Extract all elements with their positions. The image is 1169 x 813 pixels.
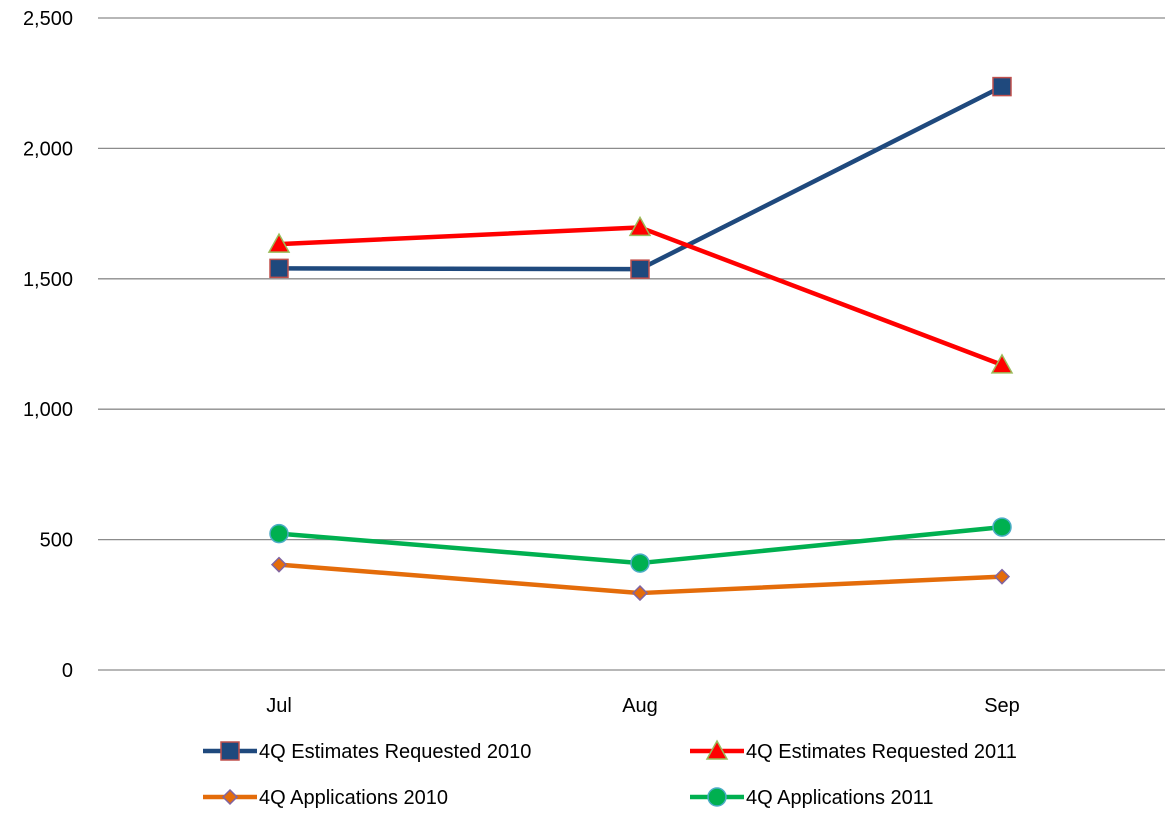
legend-marker: [705, 739, 729, 760]
legend-marker: [220, 741, 240, 761]
legend: 4Q Estimates Requested 2010 4Q Estimates …: [203, 739, 1017, 809]
legend-item: 4Q Applications 2011: [690, 787, 934, 809]
legend-marker: [221, 788, 239, 806]
x-tick-label: Sep: [984, 695, 1020, 717]
data-point-marker: [630, 553, 650, 573]
legend-label: 4Q Applications 2010: [259, 787, 448, 809]
series-4: [269, 517, 1012, 573]
series-3: [270, 556, 1011, 602]
series-1: [269, 76, 1012, 279]
x-tick-label: Aug: [622, 695, 658, 717]
legend-item: 4Q Estimates Requested 2011: [690, 739, 1017, 763]
y-axis-tick-labels: 0 500 1,000 1,500 2,000 2,500: [23, 8, 73, 682]
legend-item: 4Q Estimates Requested 2010: [203, 741, 531, 763]
y-tick-label: 1,500: [23, 269, 73, 291]
data-point-marker: [269, 258, 289, 279]
y-tick-label: 1,000: [23, 399, 73, 421]
legend-label: 4Q Applications 2011: [746, 787, 934, 809]
data-point-marker: [267, 232, 291, 253]
series-2: [267, 215, 1014, 374]
legend-marker: [707, 787, 727, 807]
data-point-marker: [630, 259, 650, 279]
series-line: [278, 225, 1003, 367]
data-point-marker: [992, 76, 1012, 97]
y-tick-label: 500: [40, 530, 73, 552]
y-tick-label: 2,500: [23, 8, 73, 30]
data-point-marker: [990, 353, 1014, 374]
legend-label: 4Q Estimates Requested 2010: [259, 741, 531, 763]
x-tick-label: Jul: [266, 695, 292, 717]
series-line: [278, 84, 1004, 272]
data-point-marker: [992, 517, 1012, 537]
legend-label: 4Q Estimates Requested 2011: [746, 741, 1017, 763]
legend-item: 4Q Applications 2010: [203, 787, 448, 809]
data-point-marker: [628, 215, 652, 237]
data-point-marker: [270, 556, 288, 573]
y-tick-label: 0: [62, 660, 73, 682]
x-axis-tick-labels: Jul Aug Sep: [266, 695, 1020, 717]
data-point-marker: [269, 523, 289, 544]
data-point-marker: [993, 568, 1011, 585]
data-point-marker: [631, 585, 649, 602]
series-lines: [267, 76, 1014, 602]
y-tick-label: 2,000: [23, 138, 73, 160]
